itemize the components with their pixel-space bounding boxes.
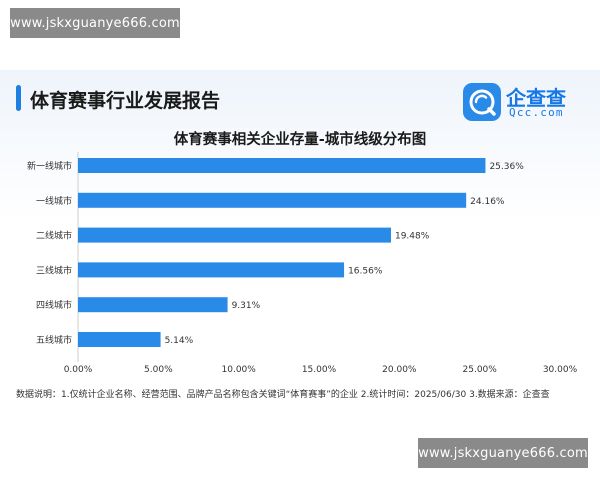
- bar: [78, 332, 161, 347]
- bar: [78, 158, 486, 173]
- title-accent-bar: [16, 85, 21, 111]
- data-label: 24.16%: [470, 197, 505, 207]
- data-footnote: 数据说明：1.仅统计企业名称、经营范围、品牌产品名称包含关键词“体育赛事”的企业…: [16, 390, 550, 400]
- bar: [78, 297, 228, 313]
- x-tick-label: 25.00%: [463, 365, 498, 375]
- data-label: 5.14%: [165, 336, 194, 346]
- logo-brand-name: 企查查: [506, 86, 566, 110]
- data-label: 19.48%: [395, 232, 430, 242]
- report-card: 体育赛事行业发展报告 企查查 Qcc.com 体育赛事相关企业存量-城市线级分布…: [0, 70, 600, 410]
- watermark-bottom: www.jskxguanye666.com: [418, 438, 588, 468]
- bar: [78, 227, 391, 243]
- category-label: 三线城市: [36, 264, 72, 276]
- category-label: 五线城市: [36, 334, 72, 346]
- chart-title: 体育赛事相关企业存量-城市线级分布图: [173, 132, 427, 148]
- report-title: 体育赛事行业发展报告: [30, 90, 221, 112]
- data-label: 9.31%: [232, 301, 261, 311]
- watermark-top: www.jskxguanye666.com: [10, 8, 180, 38]
- x-tick-label: 0.00%: [64, 365, 93, 375]
- x-tick-label: 30.00%: [543, 365, 578, 375]
- x-tick-label: 5.00%: [144, 365, 173, 375]
- x-tick-label: 20.00%: [382, 365, 417, 375]
- category-label: 四线城市: [36, 299, 72, 311]
- x-tick-label: 15.00%: [302, 365, 337, 375]
- data-label: 25.36%: [489, 162, 524, 172]
- logo-brand-domain: Qcc.com: [509, 106, 564, 119]
- qcc-logo-icon: [463, 83, 501, 121]
- bar-chart: 新一线城市 25.36% 一线城市 24.16% 二线城市 19.48% 三线城市 16.56…: [27, 152, 578, 375]
- x-tick-label: 10.00%: [222, 365, 257, 375]
- category-label: 新一线城市: [27, 160, 72, 172]
- bar: [78, 192, 467, 208]
- category-label: 二线城市: [36, 230, 72, 242]
- data-label: 16.56%: [348, 266, 383, 276]
- category-label: 一线城市: [36, 195, 72, 207]
- bar: [78, 262, 345, 278]
